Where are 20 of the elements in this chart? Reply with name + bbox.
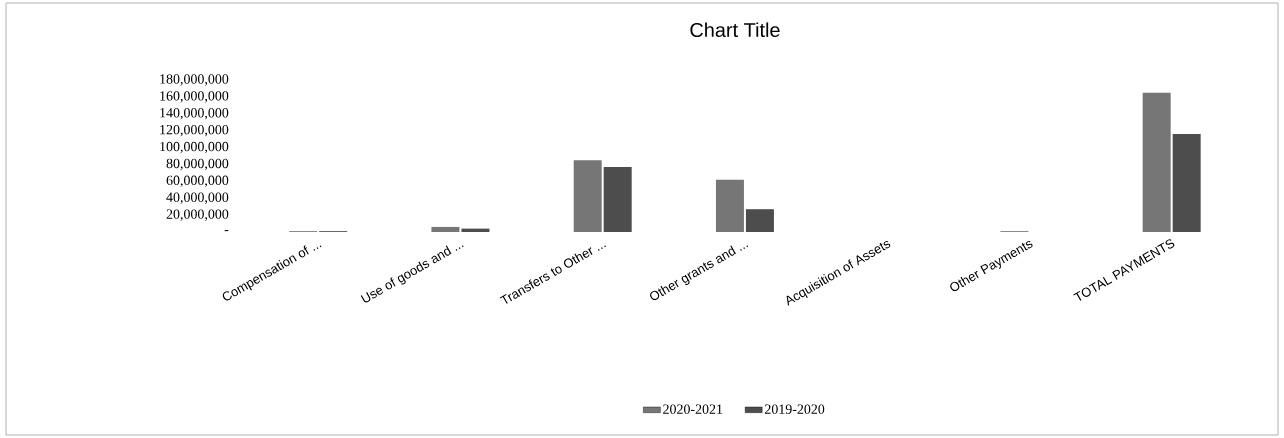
bar (1172, 134, 1201, 232)
y-tick-label: 180,000,000 (160, 74, 229, 86)
legend-label: 2020-2021 (663, 404, 723, 414)
bar (431, 226, 460, 232)
bar (1142, 92, 1171, 232)
y-tick-label: 140,000,000 (160, 108, 229, 120)
chart-title: Chart Title (690, 22, 780, 38)
y-tick-label: 120,000,000 (160, 124, 229, 137)
bar (745, 209, 774, 232)
legend-label: 2019-2020 (764, 404, 825, 414)
y-tick-label: 60,000,000 (166, 175, 229, 188)
y-tick-label: 80,000,000 (166, 158, 229, 171)
bar (715, 179, 744, 232)
y-tick-label: 160,000,000 (160, 91, 229, 103)
y-tick-label: - (224, 230, 229, 232)
y-tick-label: 40,000,000 (166, 192, 229, 204)
bar (603, 166, 632, 232)
bar (573, 160, 602, 232)
y-tick-label: 20,000,000 (166, 209, 229, 221)
y-tick-label: 100,000,000 (160, 141, 229, 154)
